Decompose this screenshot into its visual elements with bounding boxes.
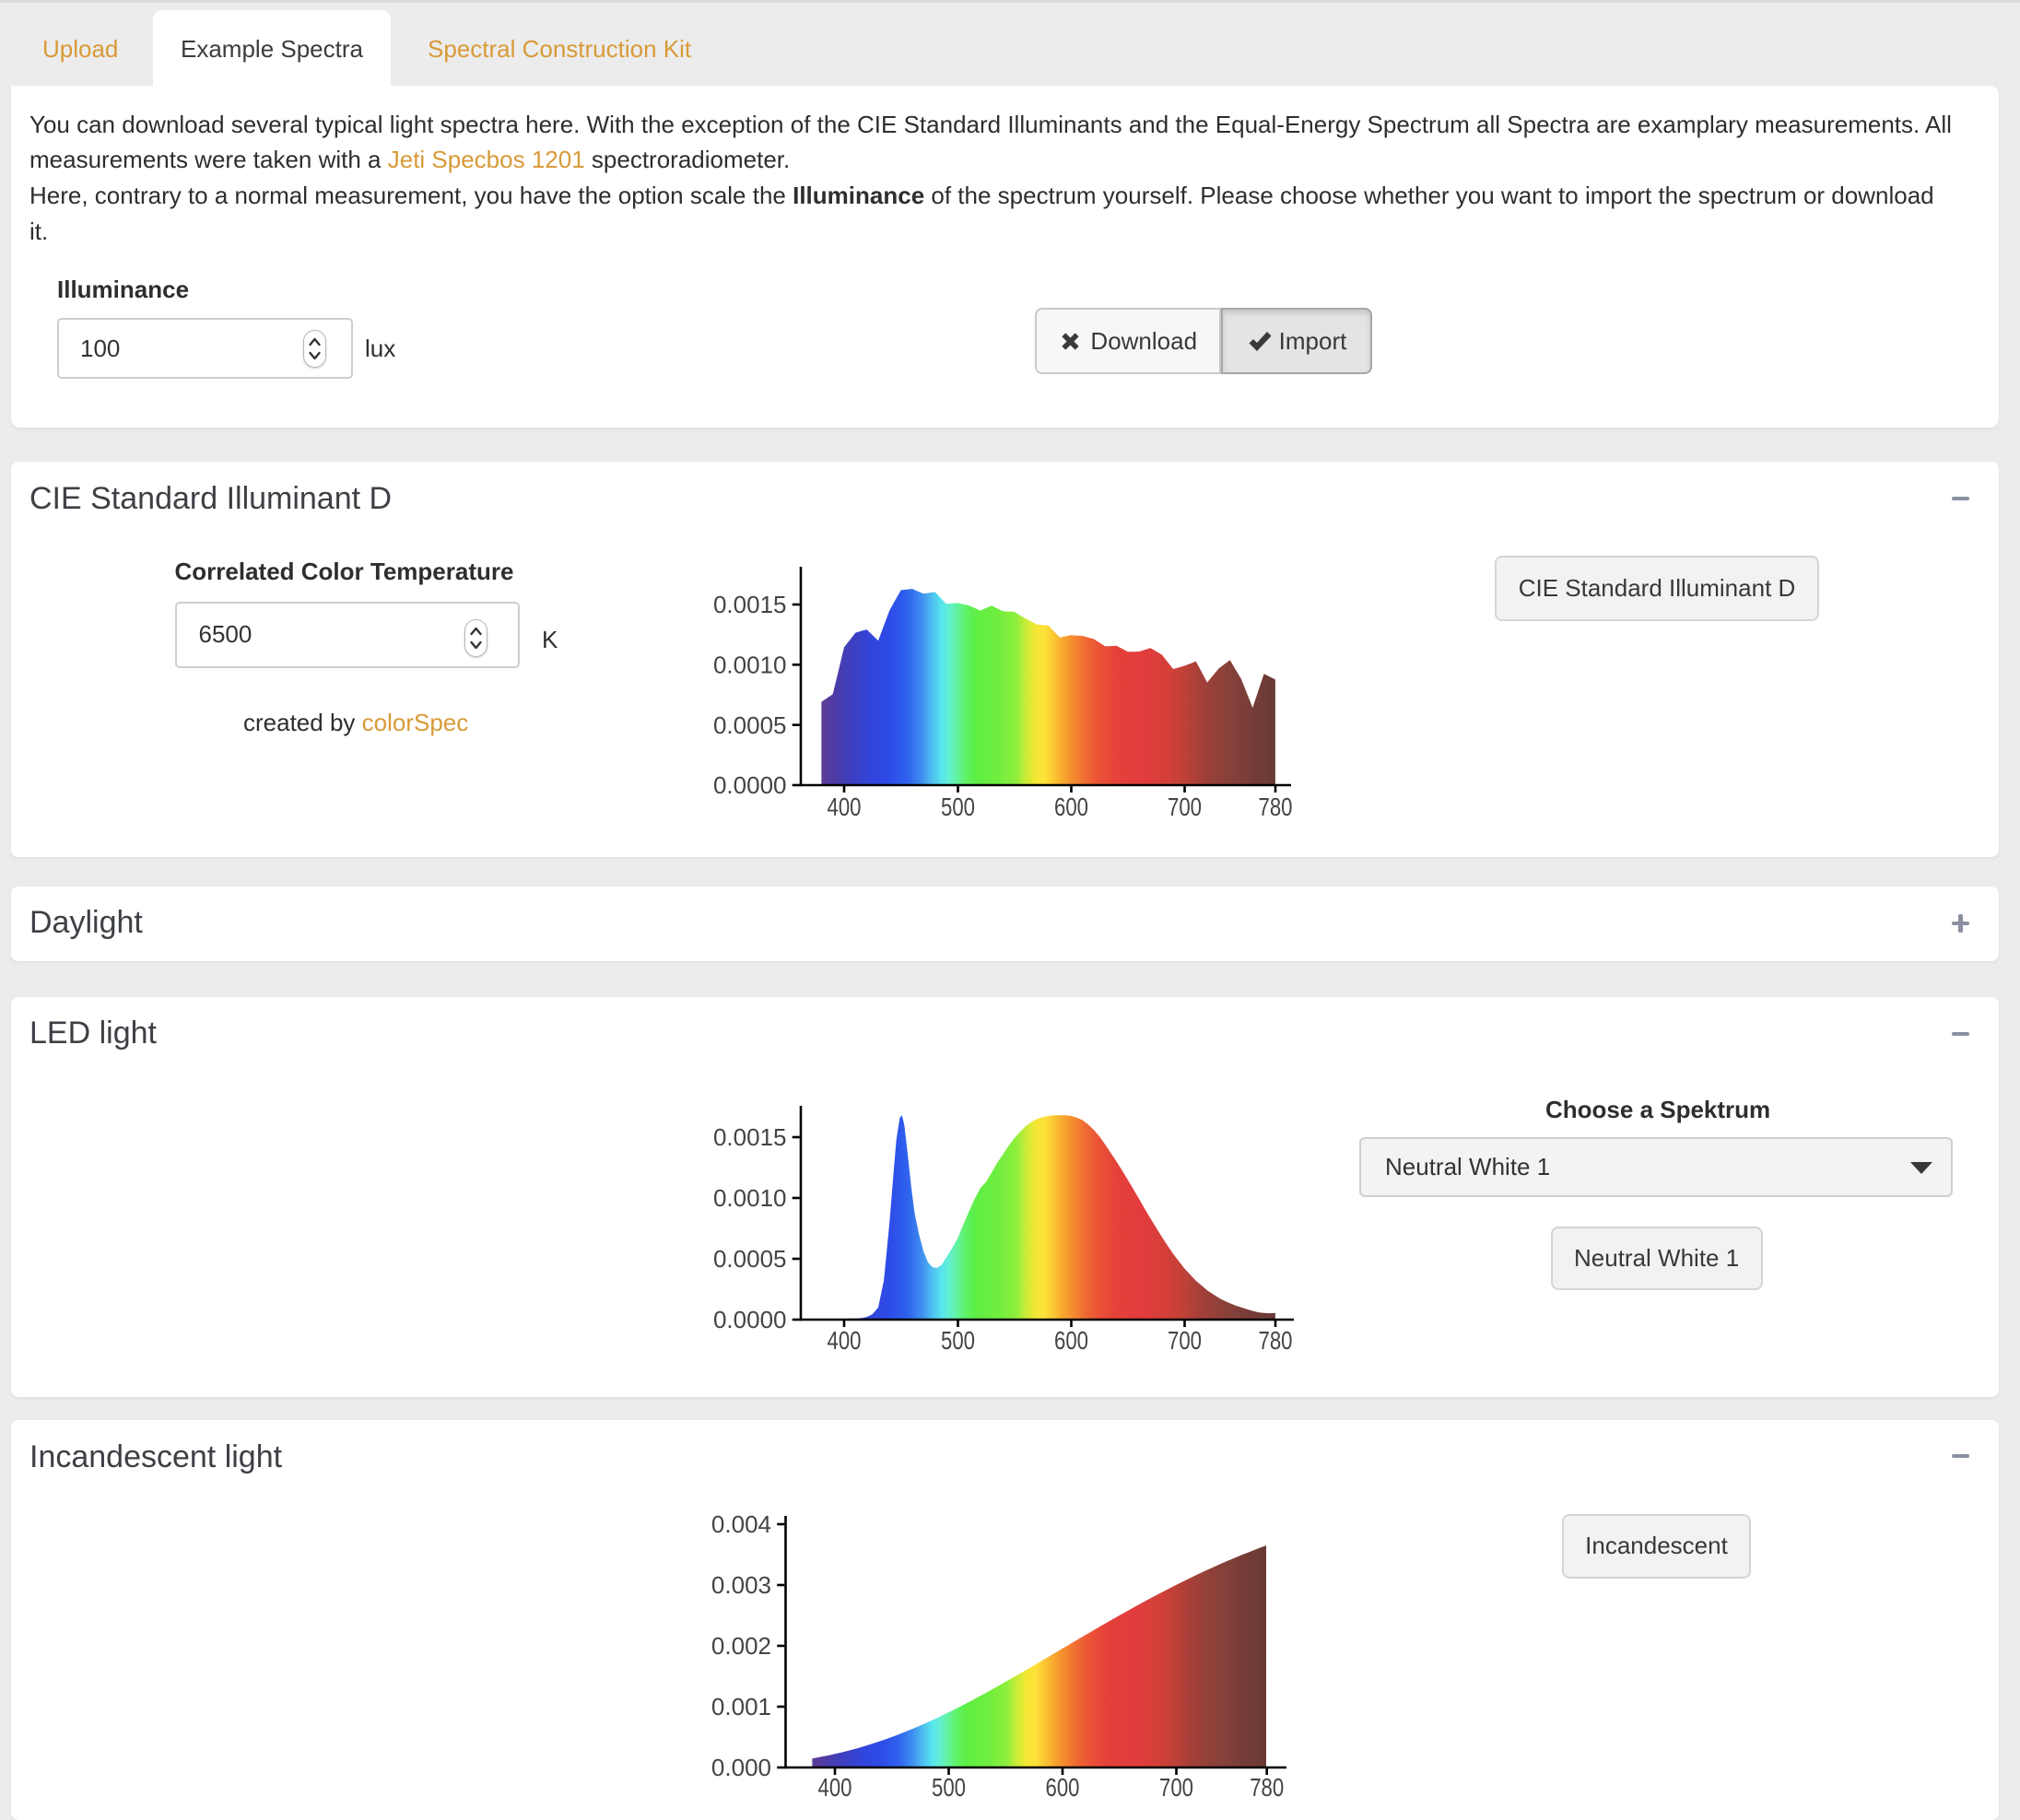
svg-text:700: 700 <box>1159 1773 1193 1799</box>
svg-text:0.003: 0.003 <box>711 1571 771 1599</box>
svg-text:780: 780 <box>1259 1326 1293 1355</box>
svg-text:600: 600 <box>1046 1773 1080 1799</box>
svg-text:500: 500 <box>932 1773 966 1799</box>
svg-text:0.000: 0.000 <box>711 1754 771 1781</box>
svg-text:400: 400 <box>828 1326 862 1355</box>
svg-text:0.001: 0.001 <box>711 1693 771 1720</box>
svg-text:780: 780 <box>1259 793 1293 821</box>
svg-text:400: 400 <box>818 1773 852 1799</box>
svg-text:0.0005: 0.0005 <box>713 711 787 739</box>
svg-text:0.0000: 0.0000 <box>713 1306 787 1333</box>
svg-text:700: 700 <box>1168 1326 1202 1355</box>
svg-text:0.0015: 0.0015 <box>713 1123 787 1151</box>
svg-text:780: 780 <box>1250 1773 1284 1799</box>
svg-text:500: 500 <box>941 793 975 821</box>
svg-text:0.004: 0.004 <box>711 1511 771 1538</box>
svg-text:0.0010: 0.0010 <box>713 1184 787 1212</box>
svg-text:400: 400 <box>828 793 862 821</box>
svg-text:700: 700 <box>1168 793 1202 821</box>
svg-text:500: 500 <box>941 1326 975 1355</box>
svg-text:600: 600 <box>1054 793 1088 821</box>
svg-text:0.002: 0.002 <box>711 1632 771 1660</box>
svg-text:0.0010: 0.0010 <box>713 652 787 679</box>
svg-text:0.0015: 0.0015 <box>713 591 787 618</box>
svg-text:0.0005: 0.0005 <box>713 1245 787 1273</box>
svg-text:0.0000: 0.0000 <box>713 771 787 799</box>
svg-text:600: 600 <box>1054 1326 1088 1355</box>
